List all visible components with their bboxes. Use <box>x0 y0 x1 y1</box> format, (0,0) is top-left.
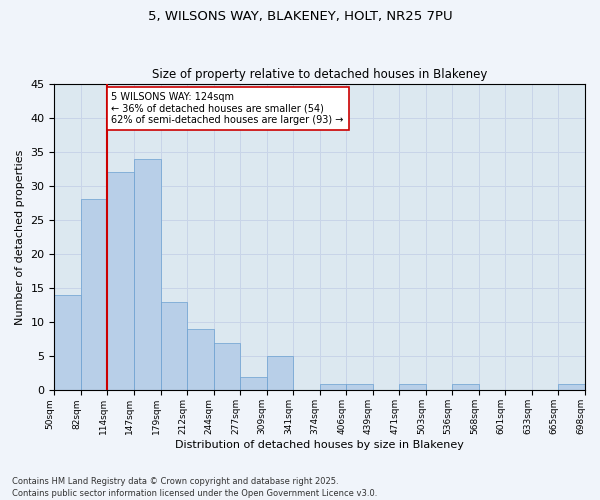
Bar <box>399 384 426 390</box>
Bar <box>266 356 293 390</box>
Bar <box>452 384 479 390</box>
Bar <box>214 342 240 390</box>
Bar <box>134 158 161 390</box>
Text: 5, WILSONS WAY, BLAKENEY, HOLT, NR25 7PU: 5, WILSONS WAY, BLAKENEY, HOLT, NR25 7PU <box>148 10 452 23</box>
Text: 5 WILSONS WAY: 124sqm
← 36% of detached houses are smaller (54)
62% of semi-deta: 5 WILSONS WAY: 124sqm ← 36% of detached … <box>112 92 344 125</box>
Bar <box>187 329 214 390</box>
Bar <box>55 295 81 390</box>
Bar <box>107 172 134 390</box>
Title: Size of property relative to detached houses in Blakeney: Size of property relative to detached ho… <box>152 68 487 81</box>
Bar <box>320 384 346 390</box>
Text: Contains HM Land Registry data © Crown copyright and database right 2025.
Contai: Contains HM Land Registry data © Crown c… <box>12 476 377 498</box>
Bar <box>346 384 373 390</box>
Bar <box>161 302 187 390</box>
Y-axis label: Number of detached properties: Number of detached properties <box>15 150 25 324</box>
X-axis label: Distribution of detached houses by size in Blakeney: Distribution of detached houses by size … <box>175 440 464 450</box>
Bar <box>81 200 107 390</box>
Bar <box>559 384 585 390</box>
Bar <box>240 377 266 390</box>
